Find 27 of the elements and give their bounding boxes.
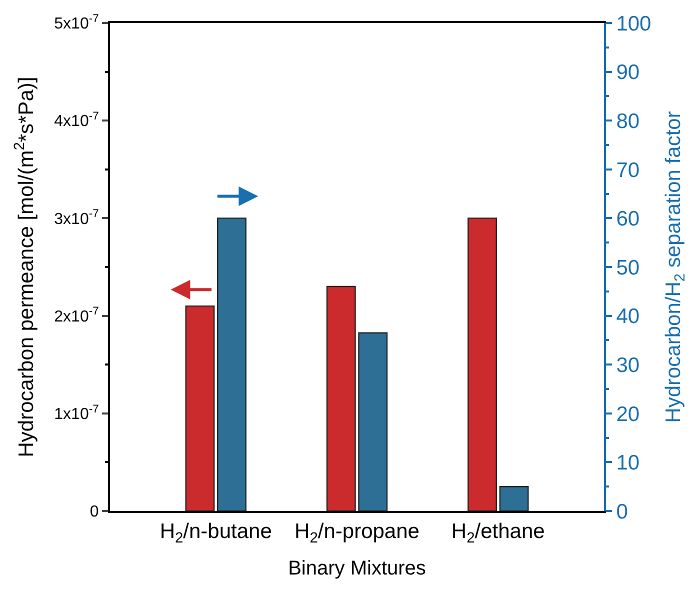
y-tick-label: 4x10$^{-7}$ <box>54 110 99 130</box>
bar <box>468 218 497 511</box>
y2-tick-label: 80 <box>616 110 640 133</box>
y-tick-label: 2x10$^{-7}$ <box>54 306 99 326</box>
x-tick-label: H$_{2}$/ethane <box>451 520 545 547</box>
bar <box>217 218 246 511</box>
y-tick-label: 3x10$^{-7}$ <box>54 208 99 228</box>
x-tick-label: H$_{2}$/n-propane <box>294 520 420 547</box>
y-tick-label: 1x10$^{-7}$ <box>54 403 99 423</box>
y2-tick-label: 60 <box>616 208 640 231</box>
x-tick-label: H$_{2}$/n-butane <box>160 520 272 547</box>
y2-tick-label: 100 <box>616 12 652 36</box>
bar <box>326 286 356 511</box>
bar <box>499 486 529 511</box>
y2-tick-label: 30 <box>616 354 640 377</box>
y2-tick-label: 40 <box>616 305 640 328</box>
y2-tick-label: 20 <box>616 402 640 426</box>
bar <box>358 332 388 511</box>
y2-tick-label: 90 <box>616 61 640 84</box>
y-tick-label: 0 <box>90 504 99 521</box>
y-tick-label: 5x10$^{-7}$ <box>54 12 99 33</box>
y2-tick-label: 50 <box>616 256 640 280</box>
x-axis-title: Binary Mixtures <box>288 558 426 580</box>
bar <box>185 305 215 511</box>
y2-tick-label: 0 <box>616 500 628 524</box>
y2-tick-label: 10 <box>616 452 640 475</box>
y2-tick-label: 70 <box>616 158 640 182</box>
